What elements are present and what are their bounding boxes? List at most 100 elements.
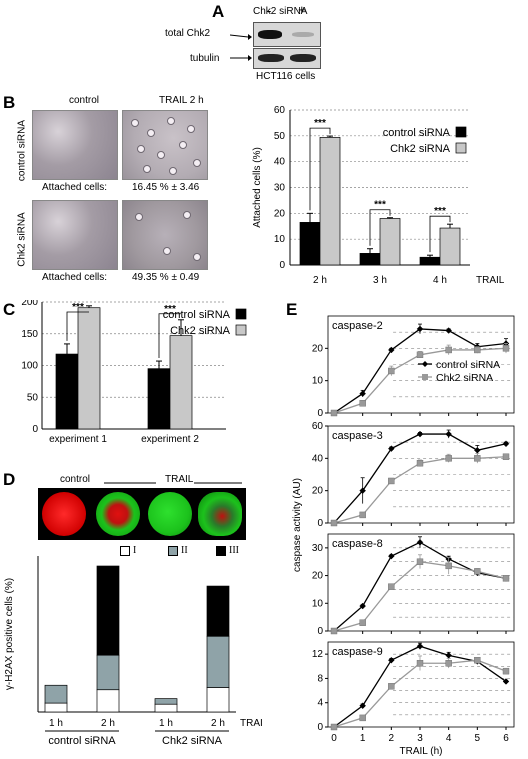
significance-bracket [369, 209, 391, 246]
y-tick-label: 60 [274, 105, 286, 116]
subplot-title: caspase-8 [332, 538, 383, 550]
legend-ii: II [168, 545, 188, 556]
data-point [359, 390, 366, 397]
micrograph-control-trail [122, 110, 208, 180]
stacked-bar-segment [96, 654, 120, 691]
x-axis-label: TRAIL [240, 718, 262, 729]
total-chk2-label: total Chk2 [165, 28, 211, 39]
bar [319, 137, 341, 266]
panel-a-letter: A [212, 2, 225, 21]
data-point [416, 642, 424, 650]
bar [379, 218, 401, 266]
plus-label: + [298, 2, 306, 17]
data-point [502, 453, 510, 460]
legend-label: control siRNA [163, 309, 231, 321]
data-point [388, 477, 395, 485]
comet-strip [38, 488, 246, 540]
significance-stars: *** [314, 118, 326, 129]
x-tick-label: 1 h [159, 718, 173, 729]
data-point [416, 660, 424, 667]
data-point [330, 723, 338, 731]
bar [77, 307, 101, 430]
data-point [502, 678, 510, 685]
row-control-label: control siRNA [16, 119, 28, 182]
y-tick-label: 200 [21, 300, 38, 308]
tubulin-band-control [258, 54, 284, 62]
chk2-blot [253, 22, 321, 47]
data-point [416, 539, 424, 546]
x-axis-label: TRAIL [476, 275, 505, 286]
data-point [359, 702, 366, 710]
y-tick-label: 4 [317, 698, 323, 709]
x-tick-label: 2 h [101, 718, 115, 729]
data-point [416, 459, 424, 467]
subplot-frame [327, 641, 515, 728]
y-tick-label: 0 [279, 260, 285, 271]
panel-b-letter: B [3, 93, 16, 112]
y-tick-label: 0 [32, 424, 38, 435]
y-tick-label: 10 [312, 598, 324, 609]
chart-colonies: 0 50 100 150 200 Number of colonies *** experim… [14, 300, 247, 445]
subplot-frame [327, 533, 515, 632]
data-point [330, 519, 338, 527]
legend-swatch [235, 308, 247, 320]
data-point [359, 602, 366, 610]
data-point [416, 351, 424, 358]
y-tick-label: 150 [21, 329, 38, 340]
y-tick-label: 20 [312, 571, 324, 582]
legend-label-i: I [133, 545, 137, 556]
data-point [388, 367, 395, 375]
panel-e-letter: E [286, 300, 298, 319]
comet-trail-3 [198, 492, 242, 536]
y-tick-label: 60 [312, 421, 324, 432]
data-point [359, 511, 366, 519]
data-point [474, 346, 481, 354]
x-axis-label: TRAIL (h) [400, 746, 443, 757]
subplot-title: caspase-2 [332, 320, 383, 332]
y-tick-label: 10 [274, 234, 286, 245]
y-tick-label: 0 [317, 626, 323, 637]
legend-iii: III [216, 545, 239, 556]
significance-bracket [158, 313, 181, 359]
attached-value-chk2: 49.35 % ± 0.49 [132, 272, 200, 283]
chk2-band-sirna [292, 32, 314, 37]
significance-stars: *** [164, 304, 176, 315]
micrograph-chk2-control [32, 200, 118, 270]
y-tick-label: 30 [312, 543, 324, 554]
y-tick-label: 20 [312, 343, 324, 354]
y-tick-label: 50 [27, 392, 39, 403]
x-tick-label: 5 [475, 733, 481, 744]
data-point [388, 656, 395, 664]
x-tick-label: experiment 2 [141, 434, 199, 445]
micrograph-control-control [32, 110, 118, 180]
legend-marker [422, 374, 428, 380]
legend-swatch-i [120, 545, 130, 556]
x-tick-label: 4 h [433, 275, 447, 286]
legend-label-iii: III [229, 545, 239, 556]
significance-bracket [66, 311, 89, 341]
data-point [388, 346, 395, 354]
micrograph-chk2-trail [122, 200, 208, 270]
attached-value-control: 16.45 % ± 3.46 [132, 182, 200, 193]
panel-d-letter: D [3, 470, 16, 489]
data-point [445, 562, 452, 570]
legend-label-ii: II [181, 545, 188, 556]
data-point [445, 455, 452, 462]
legend-swatch [235, 324, 247, 336]
legend-marker [422, 361, 428, 367]
group-label: control siRNA [48, 735, 116, 747]
y-tick-label: 10 [312, 376, 324, 387]
attached-label-control: Attached cells: [42, 182, 108, 193]
y-tick-label: 100 [21, 361, 38, 372]
data-point [388, 683, 395, 690]
y-tick-label: 12 [312, 649, 324, 660]
x-tick-label: 2 h [211, 718, 225, 729]
bar [419, 256, 441, 266]
d-header-trail: TRAIL [165, 474, 194, 485]
data-point [445, 327, 452, 334]
significance-bracket [429, 215, 451, 253]
data-point [445, 652, 452, 659]
y-tick-label: 0 [317, 518, 323, 529]
x-tick-label: 1 [360, 733, 366, 744]
tubulin-blot [253, 48, 321, 69]
